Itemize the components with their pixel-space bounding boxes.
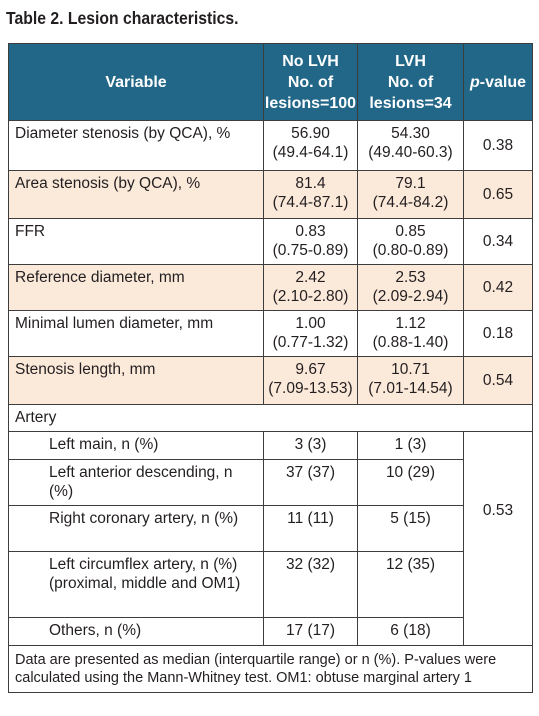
row-label: Reference diameter, mm bbox=[8, 264, 264, 311]
row-label: Diameter stenosis (by QCA), % bbox=[8, 120, 264, 171]
table-row: Diameter stenosis (by QCA), % 56.90 (49.4… bbox=[8, 120, 533, 171]
lvh-value: 1 (3) bbox=[357, 431, 464, 460]
lesion-table: Variable No LVH No. of lesions=100 LVH N… bbox=[8, 43, 533, 693]
row-label: Stenosis length, mm bbox=[8, 356, 264, 405]
table-row: Left anterior descending, n (%) 37 (37) … bbox=[8, 459, 533, 506]
row-label: Others, n (%) bbox=[8, 617, 264, 646]
footnote-row: Data are presented as median (interquart… bbox=[8, 645, 533, 693]
no-lvh-value: 3 (3) bbox=[263, 431, 358, 460]
p-value: 0.34 bbox=[463, 218, 533, 265]
table-row: Left main, n (%) 3 (3) 1 (3) 0.53 bbox=[8, 431, 533, 646]
p-value: 0.42 bbox=[463, 264, 533, 311]
row-label: Area stenosis (by QCA), % bbox=[8, 170, 264, 219]
header-lvh: LVH No. of lesions=34 bbox=[357, 43, 464, 121]
footnote: Data are presented as median (interquart… bbox=[8, 645, 533, 693]
artery-p-value: 0.53 bbox=[463, 431, 533, 646]
table-title: Table 2. Lesion characteristics. bbox=[6, 8, 239, 28]
header-no-lvh: No LVH No. of lesions=100 bbox=[263, 43, 358, 121]
header-pvalue: p-value bbox=[463, 43, 533, 121]
lvh-value: 6 (18) bbox=[357, 617, 464, 646]
row-label: Minimal lumen diameter, mm bbox=[8, 310, 264, 357]
lvh-value: 10 (29) bbox=[357, 459, 464, 506]
table-row: Right coronary artery, n (%) 11 (11) 5 (… bbox=[8, 505, 533, 552]
table-row: Reference diameter, mm 2.42 (2.10-2.80) 2… bbox=[8, 264, 533, 311]
header-variable: Variable bbox=[8, 43, 264, 121]
no-lvh-value: 81.4 (74.4-87.1) bbox=[263, 170, 358, 219]
no-lvh-value: 32 (32) bbox=[263, 551, 358, 618]
table-row: Minimal lumen diameter, mm 1.00 (0.77-1.3… bbox=[8, 310, 533, 357]
table-row: Left circumflex artery, n (%) (proximal,… bbox=[8, 551, 533, 618]
lvh-value: 79.1 (74.4-84.2) bbox=[357, 170, 464, 219]
p-value: 0.54 bbox=[463, 356, 533, 405]
table-row: Stenosis length, mm 9.67 (7.09-13.53) 10.… bbox=[8, 356, 533, 405]
no-lvh-value: 56.90 (49.4-64.1) bbox=[263, 120, 358, 171]
lvh-value: 12 (35) bbox=[357, 551, 464, 618]
p-value: 0.18 bbox=[463, 310, 533, 357]
no-lvh-value: 2.42 (2.10-2.80) bbox=[263, 264, 358, 311]
no-lvh-value: 1.00 (0.77-1.32) bbox=[263, 310, 358, 357]
lvh-value: 54.30 (49.40-60.3) bbox=[357, 120, 464, 171]
lvh-value: 1.12 (0.88-1.40) bbox=[357, 310, 464, 357]
row-label: Left circumflex artery, n (%) (proximal,… bbox=[8, 551, 264, 618]
lvh-value: 5 (15) bbox=[357, 505, 464, 552]
row-label: Left anterior descending, n (%) bbox=[8, 459, 264, 506]
lvh-value: 2.53 (2.09-2.94) bbox=[357, 264, 464, 311]
no-lvh-value: 37 (37) bbox=[263, 459, 358, 506]
header-row: Variable No LVH No. of lesions=100 LVH N… bbox=[8, 43, 533, 121]
artery-section-label: Artery bbox=[8, 404, 533, 432]
lvh-value: 10.71 (7.01-14.54) bbox=[357, 356, 464, 405]
no-lvh-value: 0.83 (0.75-0.89) bbox=[263, 218, 358, 265]
lvh-value: 0.85 (0.80-0.89) bbox=[357, 218, 464, 265]
row-label: Right coronary artery, n (%) bbox=[8, 505, 264, 552]
table-row: FFR 0.83 (0.75-0.89) 0.85 (0.80-0.89) 0.34 bbox=[8, 218, 533, 265]
table-row: Artery bbox=[8, 404, 533, 432]
p-value: 0.65 bbox=[463, 170, 533, 219]
no-lvh-value: 17 (17) bbox=[263, 617, 358, 646]
p-value: 0.38 bbox=[463, 120, 533, 171]
table-row: Area stenosis (by QCA), % 81.4 (74.4-87.1… bbox=[8, 170, 533, 219]
no-lvh-value: 11 (11) bbox=[263, 505, 358, 552]
table-row: Others, n (%) 17 (17) 6 (18) bbox=[8, 617, 533, 646]
no-lvh-value: 9.67 (7.09-13.53) bbox=[263, 356, 358, 405]
row-label: FFR bbox=[8, 218, 264, 265]
row-label: Left main, n (%) bbox=[8, 431, 264, 460]
